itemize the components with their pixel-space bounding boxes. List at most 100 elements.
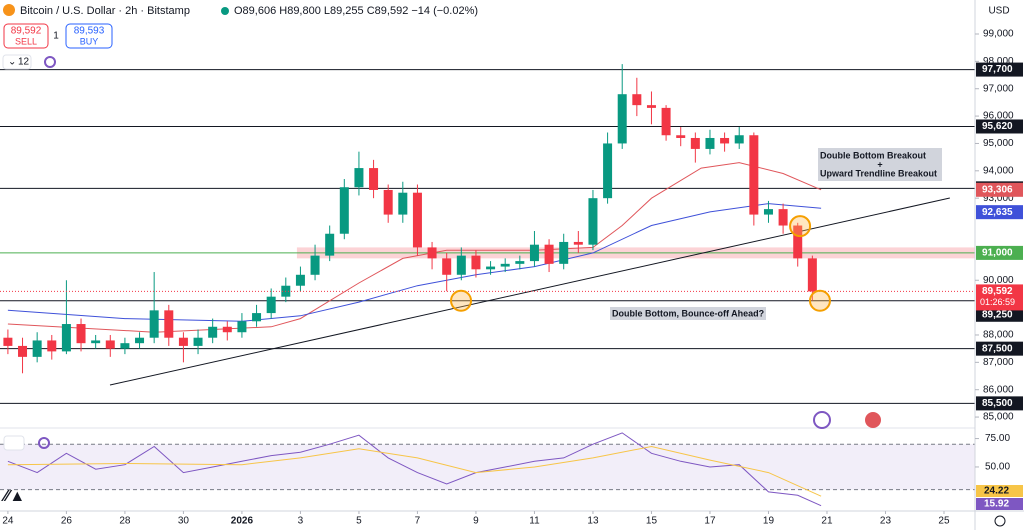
ma-label: 93,306 [982,184,1013,195]
level-label-bg [976,307,1023,322]
annotation-box [818,148,942,181]
candle-body [617,94,627,144]
economic-event-icon[interactable] [865,412,881,428]
candle-body [412,192,422,248]
x-tick-label: 17 [704,516,716,527]
event-icon[interactable] [813,411,831,429]
level-label: 85,500 [982,398,1013,409]
candle-body [178,337,188,346]
candle-body [105,340,115,349]
indicator-icon[interactable] [44,56,56,68]
candle-body [588,198,598,245]
y-tick-label: 98,000 [983,56,1014,67]
y-tick-label: 97,000 [983,83,1014,94]
highlight-circle [808,289,831,312]
last-price-label: 89,592 [982,286,1013,297]
annotation-text: Upward Trendline Breakout [820,168,937,178]
rsi-line [7,432,822,507]
y-tick-label: 86,000 [983,384,1014,395]
candle-body [646,105,656,108]
rsi-icon[interactable] [38,437,50,449]
x-tick-label: 5 [356,516,362,527]
price-axis-bg [975,0,1024,530]
candle-body [456,255,466,275]
candle-body [208,326,218,338]
buy-price[interactable]: 89,593 [74,26,105,37]
y-tick-label: 94,000 [983,165,1014,176]
candle-body [3,337,13,346]
candle-body [471,255,481,270]
y-tick-label: 93,000 [983,193,1014,204]
candle-body [120,343,130,349]
candle-body [237,321,247,333]
rsi-band [0,444,975,490]
x-tick-label: 24 [2,516,14,527]
annotation-box [610,307,766,320]
ma-label-bg [976,182,1023,197]
candle-body [383,189,393,215]
level-label-bg [976,62,1023,77]
candle-body [720,137,730,144]
candle-body [398,192,408,215]
x-tick-label: 21 [821,516,833,527]
candle-body [164,310,174,338]
indicators-toggle[interactable] [2,54,32,70]
x-tick-label: 19 [763,516,775,527]
candle-body [632,94,642,106]
candle-body [339,187,349,234]
x-tick-label: 9 [473,516,479,527]
indicators-chevron[interactable]: ⌄ [8,57,16,68]
level-label: 97,700 [982,64,1013,75]
buy-label[interactable]: BUY [80,36,99,46]
candle-body [61,324,71,352]
level-label-bg [976,341,1023,356]
currency[interactable]: USD [988,6,1009,17]
highlight-circle [450,289,473,312]
buy-button[interactable] [65,23,113,49]
sell-price[interactable]: 89,592 [11,26,42,37]
candle-body [778,209,788,226]
candle-body [515,261,525,264]
market-status [221,7,229,15]
sell-button[interactable] [3,23,49,49]
x-tick-label: 28 [119,516,131,527]
candle-body [807,258,817,292]
candle-body [749,135,759,215]
rsi-value-label: 24.22 [984,486,1009,497]
annotation-text: Double Bottom Breakout [820,150,926,160]
rsi-pane [0,432,975,507]
level-label: 91,000 [982,248,1013,259]
candle-body [310,255,320,275]
candle-body [486,266,496,270]
candle-body [32,340,42,357]
candle-body [222,326,232,333]
candle-body [690,137,700,149]
level-label-bg [976,396,1023,411]
level-label-bg [976,119,1023,134]
x-tick-label: 3 [298,516,304,527]
y-tick-label: 99,000 [983,29,1014,40]
candle-body [573,241,583,245]
candle-body [266,296,276,314]
y-tick-label: 88,000 [983,330,1014,341]
settings-icon[interactable] [994,515,1006,527]
ohlc-values: O89,606 H89,800 L89,255 C89,592 −14 (−0.… [234,5,478,17]
x-tick-label: 23 [880,516,892,527]
candle-body [676,135,686,138]
indicators-count[interactable]: 12 [18,57,30,68]
spread: 1 [53,31,59,42]
candle-body [18,345,28,357]
ma-label: 92,635 [982,207,1013,218]
candle-body [193,337,203,346]
candle-body [325,233,335,256]
rsi-collapse[interactable] [3,435,25,451]
candle-body [252,313,262,322]
sell-label[interactable]: SELL [15,36,37,46]
y-tick-label: 90,000 [983,275,1014,286]
candle-body [354,168,364,188]
candle-body [149,310,159,338]
candle-body [529,244,539,262]
